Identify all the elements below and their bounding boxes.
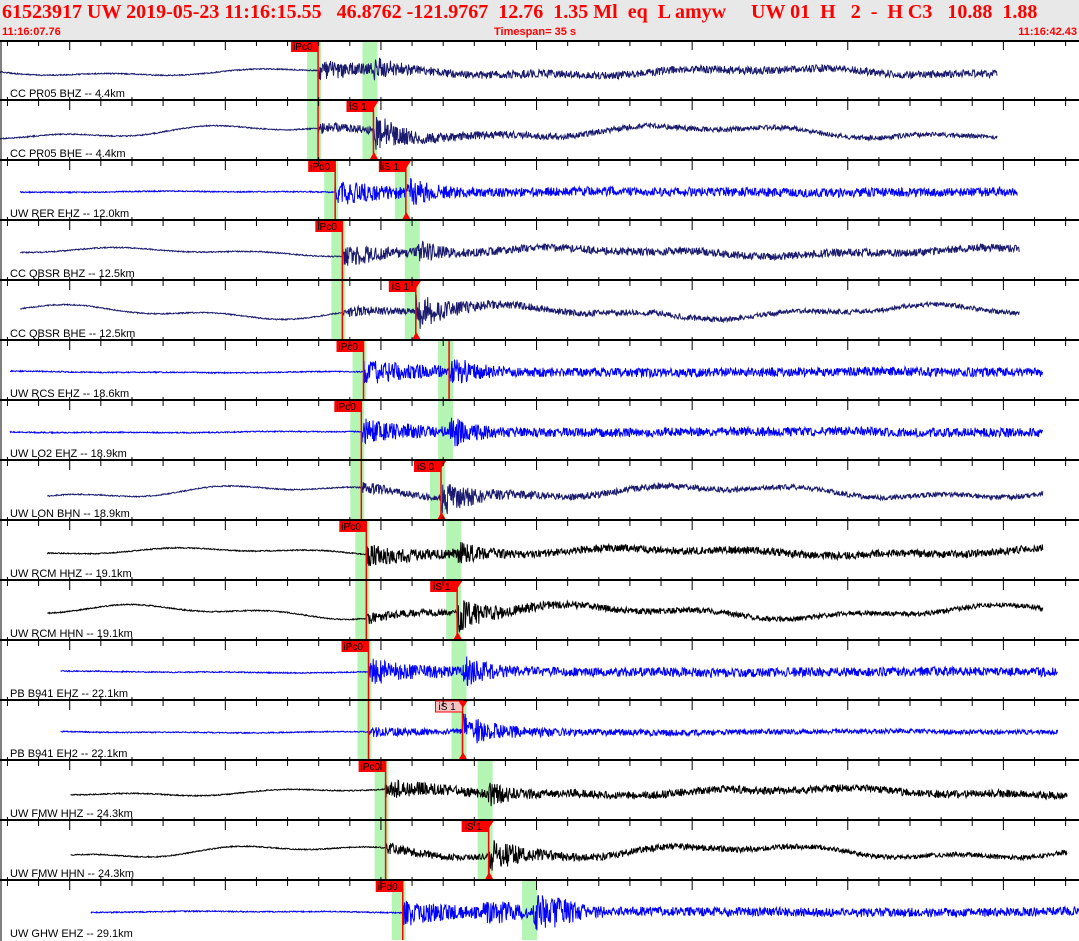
waveform-trace bbox=[46, 542, 1044, 567]
p-pick-label: iPc0 bbox=[293, 42, 313, 53]
p-pick-label: iPc0 bbox=[361, 762, 381, 773]
waveform-trace bbox=[47, 599, 1044, 633]
p-window bbox=[331, 281, 346, 340]
timespan: Timespan= 35 s bbox=[494, 26, 577, 38]
s-pick-flag[interactable] bbox=[430, 581, 458, 592]
seismogram-panels[interactable]: iPc0 CC PR05 BHZ -- 4.4km iS 1 CC PR05 BHE … bbox=[0, 40, 1079, 941]
station-label: UW RCM HHN -- 19.1km bbox=[10, 628, 133, 640]
waveform-trace bbox=[60, 713, 1059, 744]
p-pick-flag[interactable] bbox=[341, 641, 369, 652]
s-pick-label: iS 0 bbox=[417, 462, 435, 473]
pick-triangle-icon bbox=[411, 332, 421, 340]
s-pick-flag[interactable] bbox=[461, 821, 489, 832]
p-pick-label: iPd0 bbox=[378, 882, 398, 893]
station-label: UW RER EHZ -- 12.0km bbox=[10, 208, 129, 220]
pick-triangle-icon bbox=[436, 512, 446, 520]
s-pick-label: iS 1 bbox=[433, 582, 451, 593]
station-label: CC PR05 BHE -- 4.4km bbox=[10, 148, 126, 160]
s-pick-label: iS 1 bbox=[392, 282, 410, 293]
station-label: CC QBSR BHE -- 12.5km bbox=[10, 328, 135, 340]
p-window bbox=[355, 581, 370, 640]
pick-triangle-icon bbox=[453, 581, 463, 588]
s-pick-label: iS 1 bbox=[382, 162, 400, 173]
p-pick-flag[interactable] bbox=[375, 881, 403, 892]
station-label: PB B941 EHZ -- 22.1km bbox=[10, 688, 128, 700]
end-time: 11:16:42.43 bbox=[1018, 26, 1077, 38]
s-pick-flag[interactable] bbox=[378, 161, 406, 172]
pick-triangle-icon bbox=[411, 281, 421, 288]
p-pick-flag[interactable] bbox=[315, 221, 343, 232]
station-label: UW FMW HHZ -- 24.3km bbox=[10, 808, 133, 820]
station-label: UW LO2 EHZ -- 18.9km bbox=[10, 448, 127, 460]
waveform-trace bbox=[0, 117, 998, 150]
station-label: UW FMW HHN -- 24.3km bbox=[10, 868, 134, 880]
waveform-trace bbox=[19, 294, 1020, 329]
pick-triangle-icon bbox=[484, 872, 494, 880]
p-pick-label: iPc0 bbox=[317, 222, 337, 233]
s-pick-flag[interactable] bbox=[388, 281, 416, 292]
p-pick-flag[interactable] bbox=[336, 341, 364, 352]
s-pick-flag[interactable] bbox=[413, 461, 441, 472]
waveform-trace bbox=[46, 481, 1044, 515]
pick-triangle-icon bbox=[401, 212, 411, 220]
p-pick-label: iPc0 bbox=[343, 642, 363, 653]
p-pick-label: iPd0 bbox=[310, 162, 330, 173]
s-window bbox=[522, 881, 538, 940]
pick-triangle-icon bbox=[436, 461, 446, 468]
s-pick-label: iS 1 bbox=[438, 702, 456, 713]
p-pick-flag[interactable] bbox=[339, 521, 367, 532]
station-label: PB B941 EH2 -- 22.1km bbox=[10, 748, 127, 760]
station-label: UW RCS EHZ -- 18.6km bbox=[10, 388, 129, 400]
pick-triangle-icon bbox=[458, 752, 468, 760]
pick-triangle-icon bbox=[401, 161, 411, 168]
station-label: UW GHW EHZ -- 29.1km bbox=[10, 928, 133, 940]
p-window bbox=[357, 701, 372, 760]
waveform-trace bbox=[19, 177, 1018, 205]
start-time: 11:16:07.76 bbox=[2, 26, 61, 38]
pick-triangle-icon bbox=[369, 101, 379, 108]
p-pick-label: iPc0 bbox=[341, 522, 361, 533]
waveform-trace bbox=[9, 417, 1043, 447]
pick-triangle-icon bbox=[458, 701, 468, 708]
pick-triangle-icon bbox=[369, 152, 379, 160]
s-pick-label: iS 1 bbox=[465, 822, 483, 833]
s-pick-label: iS 1 bbox=[349, 102, 367, 113]
waveform-trace bbox=[70, 840, 1068, 873]
station-label: CC PR05 BHZ -- 4.4km bbox=[10, 88, 125, 100]
waveform-trace bbox=[60, 656, 1058, 687]
event-summary: 61523917 UW 2019-05-23 11:16:15.55 46.87… bbox=[2, 1, 1038, 23]
waveform-trace bbox=[90, 894, 1079, 931]
p-pick-flag[interactable] bbox=[291, 41, 319, 52]
station-label: UW LON BHN -- 18.9km bbox=[10, 508, 130, 520]
p-pick-flag[interactable] bbox=[308, 161, 336, 172]
p-pick-flag[interactable] bbox=[358, 761, 386, 772]
p-pick-label: iPc0 bbox=[336, 402, 356, 413]
station-label: UW RCM HHZ -- 19.1km bbox=[10, 568, 132, 580]
pick-triangle-icon bbox=[453, 632, 463, 640]
waveform-trace bbox=[70, 779, 1068, 807]
event-header: 61523917 UW 2019-05-23 11:16:15.55 46.87… bbox=[0, 0, 1079, 40]
p-window bbox=[374, 821, 389, 880]
waveform-trace bbox=[0, 57, 998, 81]
p-pick-flag[interactable] bbox=[334, 401, 362, 412]
station-label: CC QBSR BHZ -- 12.5km bbox=[10, 268, 135, 280]
pick-triangle-icon bbox=[484, 821, 494, 828]
waveform-trace bbox=[19, 240, 1020, 266]
p-pick-label: iPc0 bbox=[339, 342, 359, 353]
s-pick-flag[interactable] bbox=[346, 101, 374, 112]
waveform-trace bbox=[9, 359, 1043, 384]
